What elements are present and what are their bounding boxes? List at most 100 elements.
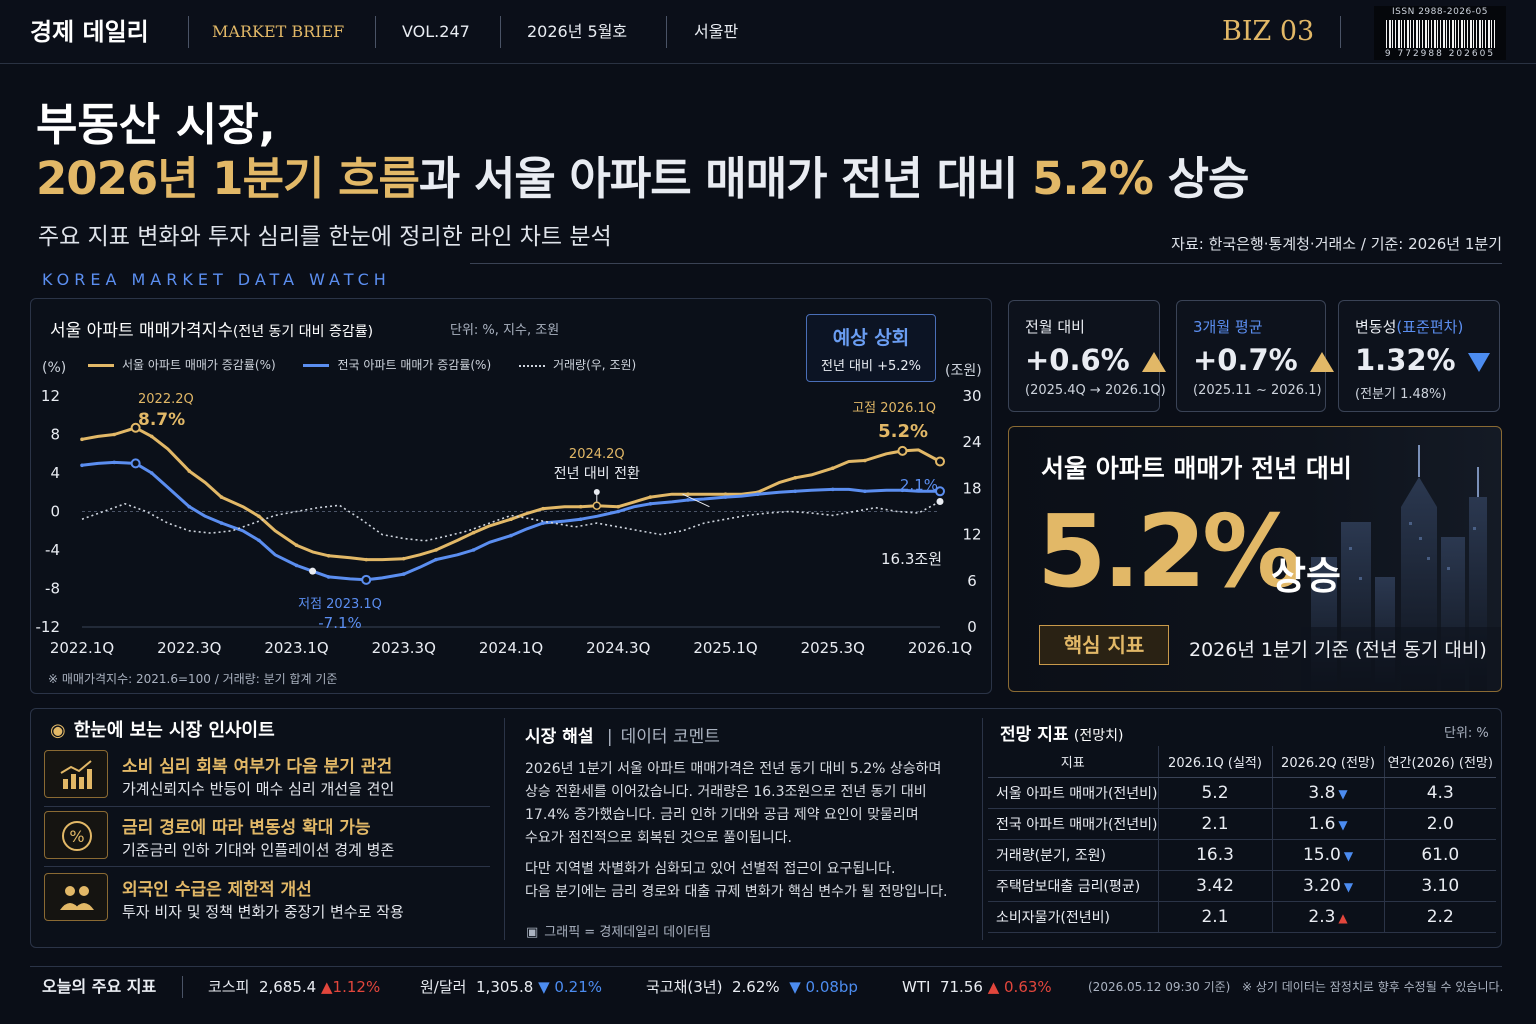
ticker-bar: 오늘의 주요 지표 코스피 2,685.4 ▲1.12% 원/달러 1,305.…: [30, 966, 1504, 1006]
data-point: [80, 463, 84, 468]
insight-item[interactable]: % 금리 경로에 따라 변동성 확대 가능 기준금리 인하 기대와 인플레이션 …: [44, 811, 490, 863]
trough-marker: [361, 574, 372, 585]
data-point: [541, 521, 545, 525]
table-row[interactable]: 전국 아파트 매매가(전년비) 2.1 1.6 ▼ 2.0: [988, 808, 1497, 840]
marker: [593, 489, 600, 495]
data-point: [616, 504, 621, 509]
kpi-card-mom[interactable]: 전월 대비 +0.6% (2025.4Q → 2026.1Q): [1008, 300, 1166, 412]
y-left-tick-label: 0: [50, 503, 60, 521]
chart-up-icon: [44, 750, 108, 798]
data-point: [257, 514, 261, 519]
data-point: [219, 495, 224, 499]
cell-forecast: 2.3 ▲: [1271, 901, 1385, 933]
ticker-disclaimer: ※ 상기 데이터는 잠정치로 향후 수정될 수 있습니다.: [1242, 980, 1504, 994]
data-point: [755, 492, 760, 496]
legend-item-volume[interactable]: 거래량(우, 조원): [518, 356, 636, 373]
commentary-paragraph-1: 2026년 1분기 서울 아파트 매매가격은 전년 동기 대비 5.2% 상승하…: [525, 761, 942, 846]
triangle-down-icon: [1467, 352, 1490, 372]
data-point: [648, 502, 653, 506]
column-header: 2026.1Q (실적): [1157, 746, 1273, 778]
issn-text: ISSN 2988-2026-05: [1392, 7, 1488, 17]
ticker-item-bond[interactable]: 국고채(3년) 2.62% ▼ 0.08bp: [646, 978, 858, 996]
subtitle: 주요 지표 변화와 투자 심리를 한눈에 정리한 라인 차트 분석: [38, 224, 612, 250]
marker: [897, 445, 908, 456]
masthead: 경제 데일리 MARKET BRIEF VOL.247 2026년 5월호 서울…: [0, 0, 1536, 64]
insight-desc: 가계신뢰지수 반등이 매수 심리 개선을 견인: [122, 780, 395, 798]
divider: [375, 16, 376, 48]
insight-item[interactable]: 소비 심리 회복 여부가 다음 분기 관건 가계신뢰지수 반등이 매수 심리 개…: [44, 750, 490, 802]
insight-desc: 투자 비자 및 정책 변화가 중장기 변수로 작용: [122, 903, 404, 921]
data-point: [219, 521, 224, 525]
hero-note: 2026년 1분기 기준 (전년 동기 대비): [1189, 639, 1487, 661]
data-point: [326, 553, 331, 558]
divider: [470, 263, 1502, 264]
divider: [500, 16, 501, 48]
chart-title-sub: (전년 동기 대비 증감률): [232, 324, 374, 340]
data-point: [578, 504, 583, 509]
cell-actual: 2.1: [1157, 901, 1273, 933]
data-point: [187, 504, 192, 509]
source-line: 자료: 한국은행·통계청·거래소 / 기준: 2026년 1분기: [1171, 235, 1502, 253]
row-label: 소비자물가(전년비): [988, 901, 1159, 933]
data-point: [648, 495, 653, 499]
row-label: 전국 아파트 매매가(전년비): [988, 808, 1159, 840]
y-left-tick-label: -4: [45, 541, 60, 559]
kpi-label: 3개월 평균: [1193, 318, 1263, 336]
cell-forecast: 3.20 ▼: [1271, 870, 1385, 902]
table-row[interactable]: 서울 아파트 매매가(전년비) 5.2 3.8 ▼ 4.3: [988, 777, 1497, 809]
legend-item-seoul[interactable]: 서울 아파트 매매가 증감률(%): [88, 356, 276, 373]
commentary-title: 시장 해설 | 데이터 코멘트: [525, 727, 720, 747]
legend-item-national[interactable]: 전국 아파트 매매가 증감률(%): [303, 356, 491, 373]
data-point: [686, 498, 690, 502]
kpi-label: 변동성(표준편차): [1355, 318, 1464, 336]
data-point: [686, 492, 690, 496]
outlook-unit: 단위: %: [1444, 726, 1489, 741]
annotation-text: 전년 대비 전환: [554, 466, 640, 482]
column-header: 연간(2026) (전망): [1383, 746, 1497, 778]
barcode: ISSN 2988-2026-05 9 772988 202605: [1374, 6, 1506, 60]
kpi-card-3m-avg[interactable]: 3개월 평균 +0.7% (2025.11 ~ 2026.1): [1176, 300, 1334, 412]
ticker-item-usdkrw[interactable]: 원/달러 1,305.8 ▼ 0.21%: [420, 978, 603, 996]
insight-item[interactable]: 외국인 수급은 제한적 개선 투자 비자 및 정책 변화가 중장기 변수로 작용: [44, 873, 490, 925]
turn-marker: [592, 501, 602, 510]
data-point: [863, 458, 867, 463]
kpi-card-volatility[interactable]: 변동성(표준편차) 1.32% (전분기 1.48%): [1338, 300, 1500, 412]
row-label: 서울 아파트 매매가(전년비): [988, 777, 1159, 809]
y-left-tick-label: 4: [50, 464, 60, 482]
divider: [182, 976, 183, 998]
data-point: [830, 466, 835, 470]
divider: [982, 718, 983, 940]
marker: [309, 567, 317, 575]
high-marker: [935, 456, 945, 467]
divider: [504, 718, 505, 940]
data-point: [471, 548, 476, 552]
data-point: [830, 487, 835, 492]
issue-date: 2026년 5월호: [527, 22, 628, 41]
ticker-item-kospi[interactable]: 코스피 2,685.4 ▲1.12%: [208, 978, 381, 996]
ticker-timestamp: (2026.05.12 09:30 기준): [1088, 980, 1231, 994]
data-point: [793, 476, 798, 480]
logo[interactable]: 경제 데일리: [30, 18, 149, 46]
row-label: 주택담보대출 금리(평균): [988, 870, 1159, 902]
ticker-item-wti[interactable]: WTI 71.56 ▲ 0.63%: [902, 978, 1052, 996]
data-point: [257, 538, 261, 543]
y-left-tick-label: -8: [45, 580, 60, 598]
table-row[interactable]: 거래량(분기, 조원) 16.3 15.0 ▼ 61.0: [988, 839, 1497, 871]
y-left-tick-label: 8: [50, 426, 60, 444]
line-chart: 12 8 4 0 -4 -8 -12 30 24 18 12 6 0 2022.1Q 2022.3Q 2023…: [36, 387, 982, 657]
hero-card: 서울 아파트 매매가 전년 대비 5.2% 상승 핵심 지표 2026년 1분기…: [1008, 426, 1502, 692]
table-row[interactable]: 소비자물가(전년비) 2.1 2.3 ▲ 2.2: [988, 901, 1497, 933]
data-point: [616, 509, 621, 514]
y-right-tick-label: 0: [967, 618, 977, 636]
left-axis-label: (%): [42, 360, 67, 376]
data-point: [401, 572, 406, 576]
svg-text:%: %: [69, 827, 84, 846]
outlook-title: 전망 지표 (전망치): [1000, 725, 1124, 745]
outlook-table: 지표 2026.1Q (실적) 2026.2Q (전망) 연간(2026) (전…: [988, 746, 1497, 933]
column-header: 2026.2Q (전망): [1271, 746, 1385, 778]
forecast-badge-title: 예상 상회: [832, 327, 910, 349]
forecast-badge-sub: 전년 대비 +5.2%: [820, 359, 922, 374]
table-row[interactable]: 주택담보대출 금리(평균) 3.42 3.20 ▼ 3.10: [988, 870, 1497, 902]
headline-percent: 5.2%: [1032, 152, 1154, 205]
triangle-down-icon: ▼: [1338, 786, 1348, 801]
